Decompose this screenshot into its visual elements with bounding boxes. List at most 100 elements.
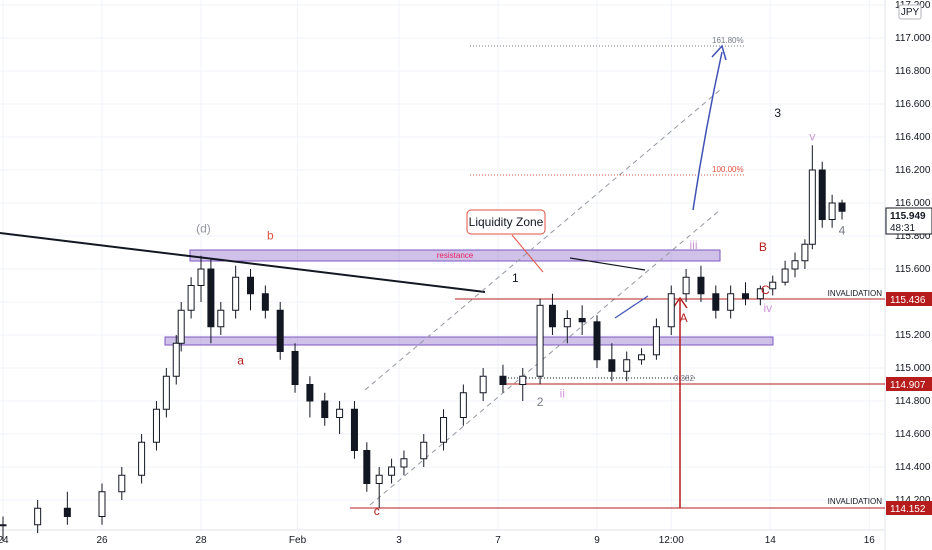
price-tick-label: 116.000: [895, 198, 931, 209]
candle-body: [808, 169, 816, 245]
last-price-value: 115.949: [890, 211, 926, 222]
candle-body: [276, 309, 284, 352]
candle-body: [350, 408, 358, 451]
projection-arrow: [692, 51, 723, 211]
resistance-label: resistance: [437, 251, 474, 260]
candle-body: [563, 318, 571, 328]
last-price-countdown: 48:31: [890, 223, 915, 234]
price-tick-label: 114.200: [895, 495, 931, 506]
candle-body: [217, 309, 225, 328]
liquidity-pointer: [511, 234, 544, 273]
wedge-bottom: [614, 295, 649, 319]
time-tick-label: 28: [195, 535, 207, 546]
price-tick-label: 114.600: [895, 429, 931, 440]
wave-marker: B: [759, 240, 767, 254]
price-tick-label: 115.000: [895, 363, 931, 374]
wave-marker: ii: [560, 387, 565, 401]
candle-body: [608, 359, 616, 372]
candle-body: [742, 293, 749, 300]
support-zone: [164, 336, 774, 346]
candle-body: [756, 288, 764, 300]
price-badge-label: 114.152: [890, 504, 926, 515]
wave-marker: v: [809, 129, 815, 143]
price-tick-label: 115.800: [895, 231, 931, 242]
wave-marker: A: [680, 311, 688, 325]
wave-marker: 4: [839, 223, 846, 237]
price-tick-label: 114.800: [895, 396, 931, 407]
fib-100-label: 100.00%: [712, 165, 744, 174]
wave-marker: 2: [537, 395, 544, 409]
time-tick-label: 26: [96, 535, 108, 546]
time-tick-label: 12:00: [659, 535, 684, 546]
price-tick-label: 115.200: [895, 330, 931, 341]
candle-body: [63, 507, 71, 517]
fib-382-label: 0.382: [674, 374, 695, 383]
candle-body: [838, 202, 846, 212]
channel-lower: [369, 209, 721, 506]
wave-marker: 3: [774, 106, 781, 120]
candle-body: [162, 375, 170, 410]
candle-body: [363, 450, 371, 484]
time-tick-label: 16: [864, 535, 876, 546]
candle-body: [197, 268, 205, 286]
candle-body: [440, 417, 448, 443]
trendline: [0, 232, 486, 293]
candle-body: [801, 243, 809, 262]
candle-body: [499, 375, 507, 385]
candle-body: [727, 293, 735, 311]
candle-body: [682, 276, 690, 295]
liquidity-zone-label: Liquidity Zone: [469, 215, 544, 229]
wave-marker: a: [237, 354, 244, 368]
time-tick-label: 3: [396, 535, 402, 546]
candle-body: [172, 342, 180, 377]
candle-body: [818, 169, 826, 220]
candle-body: [519, 375, 527, 385]
candle-body: [152, 408, 160, 443]
candle-body: [336, 408, 344, 418]
price-tick-label: 115.600: [895, 264, 931, 275]
channel-upper: [364, 89, 721, 391]
price-tick-label: 116.600: [895, 99, 931, 110]
candle-body: [697, 276, 705, 295]
candle-body: [306, 384, 314, 402]
candle-body: [291, 351, 299, 385]
candle-body: [247, 276, 254, 295]
candle-body: [138, 441, 146, 476]
wave-marker: 1: [512, 271, 519, 285]
time-tick-label: 9: [594, 535, 600, 546]
candle-body: [420, 441, 428, 460]
price-tick-label: 116.400: [895, 132, 931, 143]
wave-marker: iii: [690, 238, 698, 252]
candle-body: [638, 354, 646, 361]
candle-body: [321, 400, 329, 418]
wave-marker: C: [761, 283, 770, 297]
candle-body: [207, 268, 215, 328]
candle-body: [400, 458, 408, 468]
candle-body: [593, 321, 601, 361]
liquidity-zone-box: [466, 209, 546, 235]
currency-label: JPY: [901, 7, 920, 18]
candle-body: [479, 375, 487, 394]
candle-body: [536, 304, 544, 377]
candle-body: [388, 466, 396, 476]
wave-marker: c: [374, 504, 380, 518]
time-tick-label: 14: [765, 535, 777, 546]
candle-body: [375, 474, 383, 484]
candle-body: [261, 293, 269, 311]
candle-body: [712, 293, 720, 311]
candle-body: [781, 268, 789, 283]
candle-body: [828, 202, 836, 220]
candle-body: [232, 276, 240, 311]
time-tick-label: Feb: [289, 535, 307, 546]
candle-body: [652, 326, 660, 356]
last-price-badge: [885, 207, 932, 235]
invalidation-label-lower: INVALIDATION: [828, 497, 883, 506]
currency-badge: [898, 4, 922, 20]
candle-body: [459, 392, 467, 418]
price-badge-label: 114.907: [890, 380, 926, 391]
candle-body: [578, 318, 586, 323]
fib-161-label: 161.80%: [712, 36, 744, 45]
